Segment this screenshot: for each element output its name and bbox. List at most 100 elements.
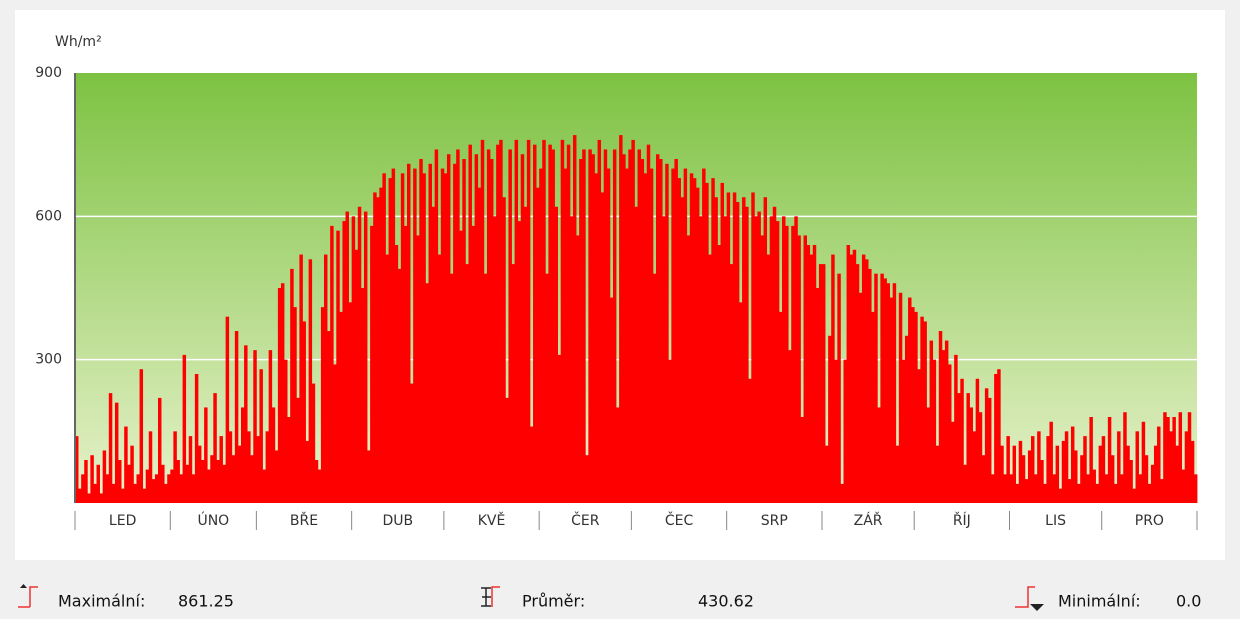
bar — [1144, 455, 1149, 503]
bar — [277, 288, 282, 503]
bar — [317, 469, 322, 503]
bar — [1009, 474, 1013, 503]
bar — [1043, 483, 1047, 503]
bar — [877, 407, 881, 503]
bar — [406, 163, 411, 503]
bar — [425, 283, 429, 503]
stat-label: Průměr: — [522, 592, 585, 611]
bar — [560, 139, 565, 503]
bar — [533, 144, 537, 503]
bar — [978, 412, 983, 503]
bar — [142, 488, 147, 503]
bar — [966, 393, 970, 503]
bar — [1061, 440, 1066, 503]
bar — [1003, 474, 1007, 503]
bar — [609, 297, 614, 503]
bar — [843, 359, 847, 503]
bar — [557, 354, 562, 503]
bar — [1160, 479, 1164, 503]
bar — [450, 273, 454, 503]
bar — [446, 154, 451, 503]
bar — [204, 407, 208, 503]
bar — [643, 173, 648, 504]
bar — [772, 206, 777, 503]
bar — [861, 254, 866, 503]
x-tick-label: LIS — [1045, 513, 1066, 529]
bar — [148, 431, 153, 503]
bar — [105, 474, 110, 503]
bar — [668, 359, 672, 503]
bar — [683, 168, 688, 504]
bar — [462, 159, 466, 503]
bar — [210, 455, 214, 503]
bar — [699, 216, 703, 504]
x-tick-label: ZÁŘ — [854, 512, 883, 529]
bar — [385, 254, 389, 503]
bar — [858, 292, 863, 503]
bar — [1000, 445, 1004, 503]
x-tick-label: KVĚ — [478, 512, 506, 529]
bar — [302, 321, 306, 503]
bar — [1147, 483, 1152, 503]
bar — [388, 178, 393, 503]
bar — [493, 216, 497, 504]
bar — [416, 235, 420, 503]
bar — [188, 436, 193, 503]
bar — [834, 359, 838, 503]
bar — [708, 254, 712, 503]
bar — [299, 254, 303, 503]
bar — [957, 393, 961, 503]
bar — [951, 421, 955, 503]
bar — [1107, 417, 1112, 503]
bar — [732, 192, 737, 503]
bar — [554, 206, 559, 503]
bar — [809, 254, 814, 503]
bar — [505, 397, 509, 503]
bar — [720, 182, 725, 503]
bar — [526, 139, 531, 503]
bar — [662, 216, 666, 504]
bar — [738, 302, 743, 503]
bar — [840, 483, 844, 503]
bar — [852, 249, 857, 503]
bar — [108, 393, 113, 503]
bar — [563, 168, 568, 504]
bar — [127, 464, 131, 503]
bar — [763, 197, 768, 503]
bar — [339, 311, 343, 503]
y-tick-label: 300 — [35, 352, 62, 368]
bar — [1184, 431, 1189, 503]
bar — [400, 173, 405, 504]
bar — [151, 479, 156, 503]
bar — [797, 235, 801, 503]
x-tick-label: ČEC — [665, 511, 694, 529]
bar — [207, 469, 211, 503]
bar — [1015, 483, 1020, 503]
bar — [287, 417, 291, 503]
bar — [508, 149, 512, 503]
bar — [1098, 445, 1103, 503]
bar — [778, 311, 783, 503]
bar — [692, 178, 697, 503]
bar — [376, 197, 380, 503]
bar — [440, 168, 445, 504]
bar — [170, 469, 174, 503]
y-tick-label: 600 — [35, 208, 62, 224]
x-tick-label: DUB — [382, 513, 413, 529]
bar — [1138, 474, 1143, 503]
bar — [871, 311, 875, 503]
x-tick-label: ÚNO — [197, 511, 229, 529]
bar — [360, 288, 365, 503]
bar — [612, 149, 617, 503]
bar — [379, 187, 383, 503]
bar — [914, 311, 918, 503]
bar — [90, 455, 94, 503]
bar — [133, 483, 137, 503]
bar — [1064, 431, 1069, 503]
bar — [520, 154, 525, 503]
bar — [536, 187, 540, 503]
bar — [806, 245, 811, 503]
bar — [782, 216, 786, 504]
bar — [637, 149, 642, 503]
